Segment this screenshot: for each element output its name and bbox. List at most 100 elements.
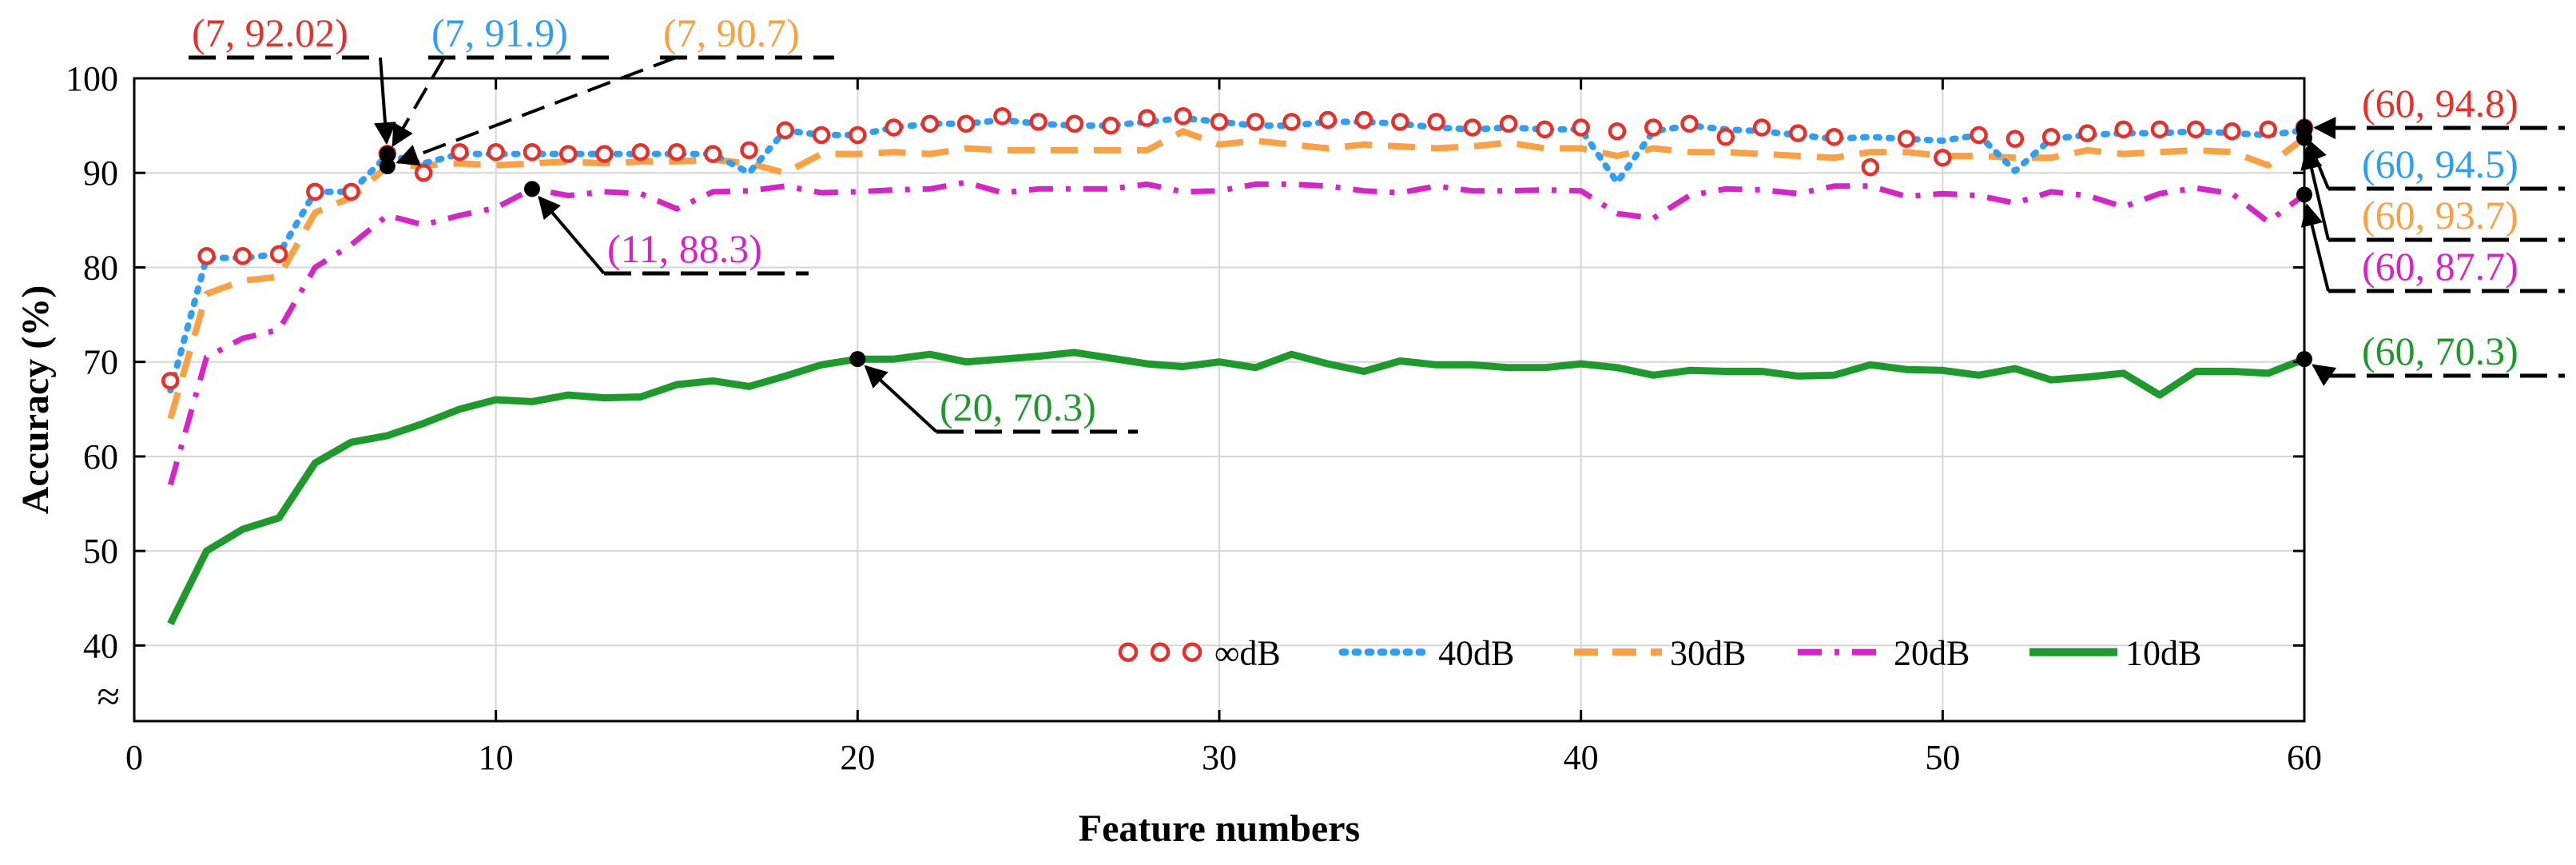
data-point bbox=[993, 107, 1012, 126]
data-point bbox=[920, 114, 940, 134]
x-tick-label: 30 bbox=[1202, 738, 1237, 777]
data-point bbox=[2114, 120, 2133, 139]
data-point bbox=[631, 142, 650, 161]
data-point bbox=[1608, 122, 1627, 141]
data-point bbox=[233, 247, 252, 265]
annotation-arrow bbox=[2312, 364, 2337, 387]
annotation: (60, 94.8) bbox=[2296, 81, 2565, 140]
annotation: (60, 93.7) bbox=[2296, 130, 2565, 242]
y-tick-label: 40 bbox=[83, 626, 118, 665]
y-tick-label: 100 bbox=[66, 59, 118, 98]
series-line bbox=[167, 349, 2306, 626]
data-point bbox=[414, 163, 433, 182]
data-point bbox=[1572, 118, 1590, 137]
data-point bbox=[451, 142, 469, 161]
data-point bbox=[1138, 109, 1156, 127]
data-point bbox=[1246, 113, 1265, 131]
annotation-label: (60, 94.8) bbox=[2362, 81, 2518, 126]
data-point bbox=[197, 247, 216, 265]
legend-label: 30dB bbox=[1670, 634, 1746, 673]
legend-label: 40dB bbox=[1438, 634, 1514, 673]
data-point bbox=[1354, 110, 1373, 130]
data-point bbox=[161, 372, 180, 390]
annotations: (7, 92.02) (7, 91.9) (7, 90.7) (11, 88.3) (2… bbox=[189, 10, 2565, 434]
data-point bbox=[1789, 124, 1807, 142]
data-point bbox=[1318, 110, 1338, 130]
x-tick-label: 0 bbox=[125, 738, 143, 777]
data-point bbox=[2259, 120, 2277, 139]
legend-swatch bbox=[1118, 642, 1139, 662]
annotation: (60, 70.3) bbox=[2296, 329, 2565, 387]
annotation-point bbox=[2296, 351, 2312, 368]
data-point bbox=[1825, 128, 1843, 146]
data-point bbox=[2186, 120, 2205, 139]
data-point bbox=[1391, 113, 1409, 131]
annotation-label: (60, 70.3) bbox=[2362, 329, 2518, 373]
annotation-arrow bbox=[864, 365, 938, 433]
annotation-point bbox=[523, 181, 540, 197]
series-1 bbox=[161, 107, 2314, 390]
annotation-point bbox=[379, 146, 396, 163]
series-line bbox=[167, 179, 2307, 486]
tick-labels: 0 10 20 30 40 50 60 40 50 60 70 80 90 100 ≈ bbox=[66, 59, 2322, 777]
annotation-point bbox=[2296, 130, 2312, 146]
annotation-point bbox=[379, 157, 396, 174]
legend-label: ∞dB bbox=[1214, 634, 1281, 673]
grid-lines bbox=[134, 78, 2304, 721]
data-point bbox=[849, 126, 867, 145]
data-point bbox=[1897, 130, 1916, 148]
annotation-arrow bbox=[396, 56, 677, 166]
data-point bbox=[1861, 157, 1880, 177]
legend-item: ∞dB bbox=[1118, 634, 1281, 673]
annotation: (7, 90.7) bbox=[379, 10, 834, 174]
legend-label: 20dB bbox=[1894, 634, 1970, 673]
y-tick-label: 70 bbox=[83, 343, 118, 382]
x-tick-label: 60 bbox=[2287, 738, 2322, 777]
data-point bbox=[1210, 113, 1229, 131]
series-group bbox=[161, 107, 2314, 626]
data-point bbox=[342, 182, 360, 201]
y-axis-label: Accuracy (%) bbox=[14, 285, 57, 515]
data-point bbox=[2078, 124, 2097, 142]
x-tick-label: 10 bbox=[479, 738, 514, 777]
data-point bbox=[1536, 120, 1554, 139]
data-point bbox=[2006, 130, 2025, 148]
data-point bbox=[1644, 118, 1663, 137]
data-point bbox=[1934, 149, 1952, 167]
data-point bbox=[1970, 126, 1988, 145]
y-tick-label: 50 bbox=[83, 532, 118, 571]
data-point bbox=[1101, 116, 1120, 135]
data-point bbox=[595, 145, 614, 163]
legend-item: 20dB bbox=[1798, 634, 1970, 673]
annotation: (7, 92.02) bbox=[189, 10, 396, 162]
data-point bbox=[1282, 113, 1301, 131]
legend: ∞dB 40dB 30dB 20dB 10dB bbox=[1118, 634, 2201, 673]
data-point bbox=[2041, 128, 2061, 146]
data-point bbox=[704, 145, 722, 163]
annotation-arrow bbox=[392, 56, 446, 148]
data-point bbox=[667, 142, 686, 161]
data-point bbox=[559, 145, 578, 163]
y-tick-label: 80 bbox=[83, 248, 118, 287]
data-point bbox=[1029, 113, 1047, 131]
x-tick-label: 50 bbox=[1925, 738, 1960, 777]
y-tick-label: 90 bbox=[83, 153, 118, 193]
annotation-point bbox=[2296, 186, 2312, 203]
x-axis-label: Feature numbers bbox=[1079, 807, 1360, 850]
annotation-label: (7, 91.9) bbox=[431, 10, 568, 55]
annotation: (7, 91.9) bbox=[379, 10, 614, 163]
data-point bbox=[306, 182, 324, 201]
series-4 bbox=[167, 179, 2307, 486]
annotation-label: (60, 93.7) bbox=[2362, 193, 2518, 237]
annotation-arrow bbox=[374, 57, 396, 145]
annotation: (60, 87.7) bbox=[2296, 186, 2565, 293]
legend-item: 40dB bbox=[1338, 634, 1514, 673]
annotation: (60, 94.5) bbox=[2296, 122, 2565, 191]
annotation-arrow bbox=[2300, 146, 2330, 241]
annotation-label: (20, 70.3) bbox=[940, 385, 1096, 429]
annotation-label: (60, 87.7) bbox=[2362, 244, 2518, 289]
annotation-arrow bbox=[538, 195, 606, 275]
data-point bbox=[1499, 114, 1518, 134]
x-tick-label: 40 bbox=[1564, 738, 1599, 777]
